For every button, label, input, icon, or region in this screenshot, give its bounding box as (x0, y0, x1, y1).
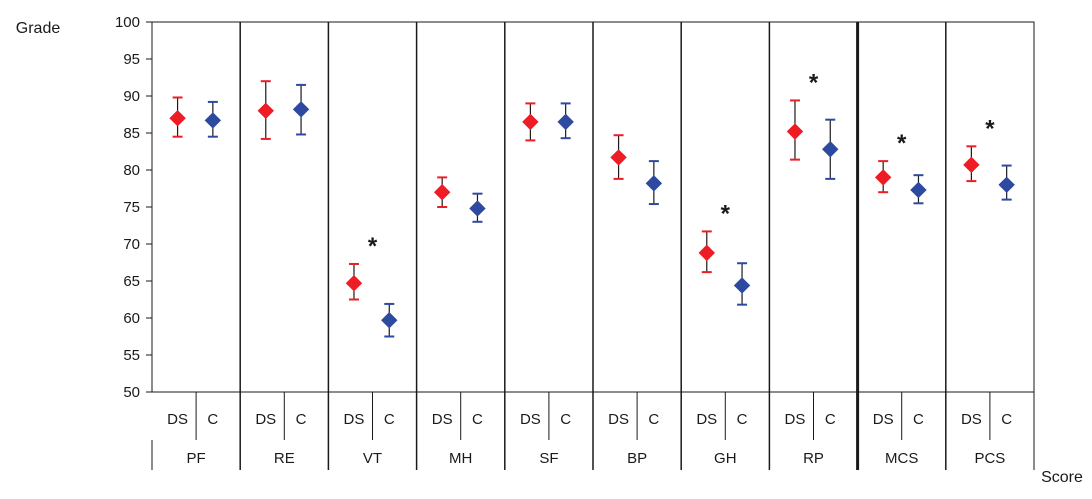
y-tick-label: 75 (123, 199, 140, 216)
y-tick-label: 50 (123, 384, 140, 401)
category-label: RE (274, 450, 295, 467)
plot-area: 50 55 60 65 70 75 80 85 90 95 100 DS C PF DS C RE DS C VT * D… (115, 14, 1035, 470)
subgroup-label-ds: DS (167, 411, 188, 428)
mean-marker-ds (433, 183, 451, 201)
mean-marker-c (557, 113, 574, 131)
subgroup-label-c: C (384, 411, 395, 428)
subgroup-label-c: C (296, 411, 307, 428)
y-tick-label: 85 (123, 125, 140, 142)
y-tick-label: 90 (123, 88, 140, 105)
y-tick-label: 95 (123, 51, 140, 68)
mean-marker-ds (345, 275, 363, 292)
y-tick-label: 65 (123, 273, 140, 290)
mean-marker-ds (169, 109, 186, 127)
mean-marker-c (733, 277, 751, 294)
x-axis-label: Score (1041, 469, 1083, 486)
significance-marker: * (809, 69, 819, 96)
y-tick-label: 55 (123, 347, 140, 364)
mean-marker-ds (786, 123, 804, 140)
category-label: PF (187, 450, 206, 467)
mean-marker-c (910, 181, 927, 199)
subgroup-label-c: C (913, 411, 924, 428)
subgroup-label-ds: DS (961, 411, 982, 428)
category-label: BP (627, 450, 647, 467)
y-tick-label: 70 (123, 236, 140, 253)
category-label: PCS (974, 450, 1005, 467)
mean-marker-c (204, 112, 222, 129)
mean-marker-c (381, 312, 398, 329)
subgroup-label-ds: DS (520, 411, 541, 428)
mean-marker-c (292, 101, 310, 118)
significance-marker: * (368, 233, 378, 260)
subgroup-label-ds: DS (608, 411, 629, 428)
category-label: MH (449, 450, 472, 467)
mean-marker-c (998, 176, 1015, 194)
subgroup-label-c: C (1001, 411, 1012, 428)
mean-marker-ds (522, 113, 539, 131)
subgroup-label-c: C (648, 411, 659, 428)
subgroup-label-c: C (207, 411, 218, 428)
significance-marker: * (721, 200, 731, 227)
subgroup-label-c: C (472, 411, 483, 428)
mean-marker-ds (698, 244, 715, 262)
subgroup-label-ds: DS (255, 411, 276, 428)
category-label: GH (714, 450, 737, 467)
mean-marker-ds (610, 149, 627, 166)
subgroup-label-c: C (825, 411, 836, 428)
subgroup-label-ds: DS (432, 411, 453, 428)
y-axis-label: Grade (16, 20, 61, 37)
y-tick-label: 60 (123, 310, 140, 327)
mean-marker-c (822, 141, 839, 158)
subgroup-label-ds: DS (873, 411, 894, 428)
mean-marker-ds (963, 156, 980, 174)
category-label: RP (803, 450, 824, 467)
y-tick-label: 100 (115, 14, 140, 31)
category-label: VT (363, 450, 382, 467)
subgroup-label-ds: DS (696, 411, 717, 428)
y-tick-label: 80 (123, 162, 140, 179)
category-label: MCS (885, 450, 918, 467)
subgroup-label-ds: DS (344, 411, 365, 428)
mean-marker-ds (874, 169, 892, 186)
significance-marker: * (897, 130, 907, 157)
mean-marker-c (645, 175, 663, 192)
subgroup-label-c: C (737, 411, 748, 428)
subgroup-label-ds: DS (785, 411, 806, 428)
significance-marker: * (985, 115, 995, 142)
category-label: SF (539, 450, 558, 467)
mean-marker-ds (257, 102, 274, 120)
mean-marker-c (469, 200, 486, 217)
subgroup-label-c: C (560, 411, 571, 428)
